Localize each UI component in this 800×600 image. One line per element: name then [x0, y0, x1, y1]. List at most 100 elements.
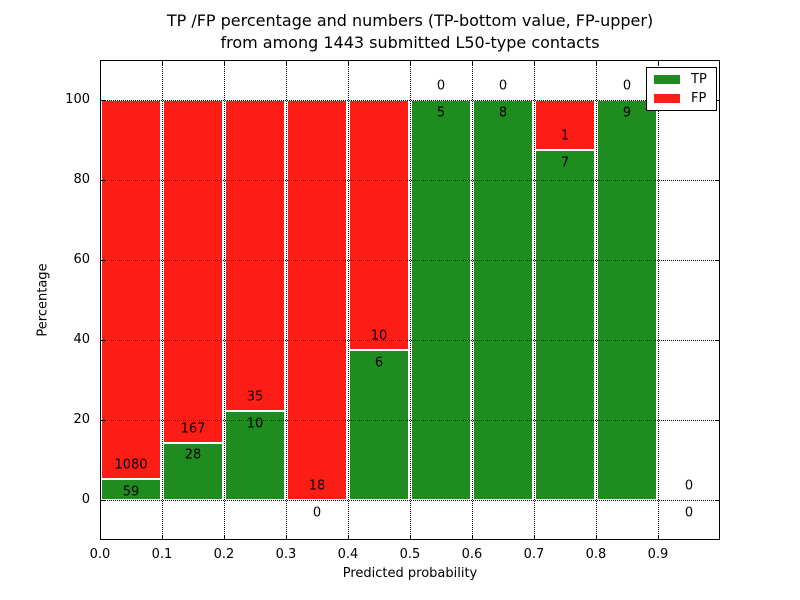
chart-title: TP /FP percentage and numbers (TP-bottom…: [100, 10, 720, 54]
y-tick-label: 20: [73, 412, 90, 427]
x-tick-top: [285, 60, 287, 65]
x-gridline: [471, 60, 473, 540]
x-tick-top: [409, 60, 411, 65]
tp-bar-segment: [597, 100, 657, 500]
x-tick-top: [533, 60, 535, 65]
fp-bar-segment: [349, 100, 409, 350]
tp-count-label: 7: [560, 155, 570, 171]
fp-count-label: 1: [560, 128, 570, 144]
fp-count-label: 18: [308, 478, 326, 494]
fp-bar-segment: [535, 100, 595, 150]
fp-count-label: 10: [370, 328, 388, 344]
fp-count-label: 0: [436, 78, 446, 94]
x-axis-label: Predicted probability: [342, 566, 478, 581]
x-tick-label: 0.0: [89, 547, 111, 562]
y-tick-right: [715, 499, 720, 501]
x-gridline: [347, 60, 349, 540]
fp-count-label: 0: [622, 78, 632, 94]
x-tick-top: [223, 60, 225, 65]
x-gridline: [223, 60, 225, 540]
fp-bar-segment: [225, 100, 285, 412]
x-tick-label: 0.4: [337, 547, 359, 562]
y-axis-label: Percentage: [35, 263, 51, 337]
y-tick-right: [715, 99, 720, 101]
tp-bar-segment: [349, 350, 409, 500]
y-tick-left: [100, 419, 105, 421]
chart-title-line1: TP /FP percentage and numbers (TP-bottom…: [166, 11, 654, 30]
x-gridline: [161, 60, 163, 540]
fp-bar-segment: [287, 100, 347, 500]
x-tick-label: 0.3: [275, 547, 297, 562]
x-tick-bottom: [471, 535, 473, 540]
tp-count-label: 5: [436, 105, 446, 121]
x-tick-top: [595, 60, 597, 65]
chart-title-line2: from among 1443 submitted L50-type conta…: [220, 33, 600, 52]
y-tick-right: [715, 419, 720, 421]
y-tick-label: 40: [73, 332, 90, 347]
tp-count-label: 59: [122, 484, 140, 500]
x-tick-bottom: [99, 535, 101, 540]
y-tick-left: [100, 99, 105, 101]
y-tick-right: [715, 179, 720, 181]
x-tick-bottom: [161, 535, 163, 540]
x-tick-bottom: [285, 535, 287, 540]
x-tick-label: 0.7: [523, 547, 545, 562]
fp-count-label: 0: [498, 78, 508, 94]
x-tick-top: [99, 60, 101, 65]
tp-count-label: 8: [498, 105, 508, 121]
fp-count-label: 35: [246, 389, 264, 405]
x-tick-top: [161, 60, 163, 65]
legend-entry-tp: TP: [654, 72, 707, 87]
tp-count-label: 0: [684, 505, 694, 521]
fp-count-label: 0: [684, 478, 694, 494]
legend: TP FP: [646, 67, 717, 111]
fp-bar-segment: [101, 100, 161, 480]
y-tick-left: [100, 339, 105, 341]
tp-count-label: 9: [622, 105, 632, 121]
legend-entry-fp: FP: [654, 91, 707, 106]
y-tick-label: 100: [65, 92, 90, 107]
x-gridline: [657, 60, 659, 540]
y-tick-left: [100, 179, 105, 181]
x-tick-bottom: [409, 535, 411, 540]
tp-count-label: 10: [246, 416, 264, 432]
x-tick-label: 0.6: [461, 547, 483, 562]
x-gridline: [533, 60, 535, 540]
x-tick-top: [657, 60, 659, 65]
tp-bar-segment: [535, 150, 595, 500]
x-tick-label: 0.8: [585, 547, 607, 562]
tp-count-label: 28: [184, 447, 202, 463]
tp-bar-segment: [411, 100, 471, 500]
fp-count-label: 1080: [114, 457, 148, 473]
x-tick-bottom: [347, 535, 349, 540]
fp-legend-swatch: [654, 94, 680, 103]
y-tick-label: 0: [81, 492, 90, 507]
x-tick-label: 0.2: [213, 547, 235, 562]
x-tick-bottom: [595, 535, 597, 540]
tp-bar-segment: [101, 479, 161, 500]
x-tick-label: 0.9: [647, 547, 669, 562]
y-tick-right: [715, 339, 720, 341]
tp-legend-swatch: [654, 75, 680, 84]
x-gridline: [595, 60, 597, 540]
tp-count-label: 0: [312, 505, 322, 521]
fp-count-label: 167: [180, 421, 206, 437]
fp-legend-label: FP: [691, 91, 707, 106]
x-tick-top: [347, 60, 349, 65]
y-tick-left: [100, 259, 105, 261]
x-tick-label: 0.5: [399, 547, 421, 562]
x-tick-bottom: [657, 535, 659, 540]
tp-bar-segment: [473, 100, 533, 500]
y-tick-left: [100, 499, 105, 501]
x-tick-label: 0.1: [151, 547, 173, 562]
tp-legend-label: TP: [691, 72, 707, 87]
tp-count-label: 6: [374, 355, 384, 371]
x-tick-bottom: [223, 535, 225, 540]
y-tick-label: 80: [73, 172, 90, 187]
x-tick-bottom: [533, 535, 535, 540]
tp-bar-segment: [163, 442, 223, 500]
y-tick-right: [715, 259, 720, 261]
tp-bar-segment: [225, 411, 285, 500]
x-gridline: [285, 60, 287, 540]
